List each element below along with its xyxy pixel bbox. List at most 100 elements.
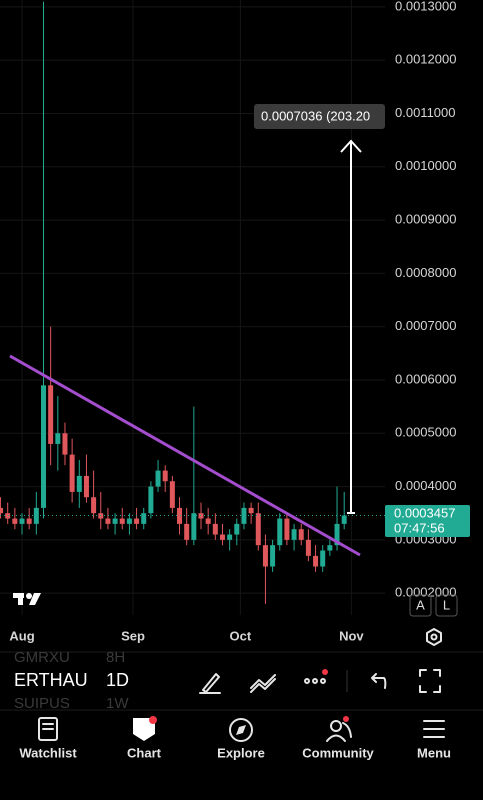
auto-scale-button[interactable] [409,594,432,617]
tv-logo [13,593,41,605]
tab-label[interactable]: Watchlist [19,745,77,760]
candle-body [341,515,347,524]
log-scale-label: L [443,597,450,612]
next-interval: 1W [106,695,129,712]
candle-body [12,518,18,524]
fullscreen[interactable] [419,669,441,693]
y-tick-label: 0.0006000 [395,371,456,386]
candle-body [112,518,118,524]
candle-body [219,534,225,540]
candle-body [198,513,204,519]
trend-line[interactable] [9,354,361,557]
tab-label[interactable]: Explore [217,745,265,760]
draw-tool[interactable] [199,673,221,694]
candle-body [284,518,290,540]
y-tick-label: 0.0009000 [395,212,456,227]
price-box [385,505,470,537]
candle-body [62,433,68,455]
plot-area [0,1,385,604]
candle-body [119,518,125,524]
candle-body [255,513,261,546]
candle-body [191,513,197,540]
trend-tool[interactable] [250,674,276,693]
candle-body [148,486,154,514]
tab-label[interactable]: Chart [127,745,162,760]
candle-body [277,518,283,546]
candle-body [126,518,132,524]
interval[interactable]: 1D [106,670,129,690]
candle-body [262,545,268,567]
more-tool[interactable] [304,669,328,684]
candle-body [134,518,140,524]
tab-label[interactable]: Menu [417,745,451,760]
prev-symbol: GMRXU [14,649,70,666]
candle-body [320,550,326,567]
candle-body [334,523,340,546]
y-tick-label: 0.0012000 [395,52,456,67]
candle-body [162,470,168,482]
auto-scale-label: A [416,597,425,612]
y-axis: 0.00020000.00030000.00040000.00050000.00… [395,0,456,600]
candle-body [169,481,175,508]
y-tick-label: 0.0004000 [395,478,456,493]
candle-body [141,513,147,524]
measure-box [254,104,385,129]
x-axis: Aug Sep Oct Nov [9,628,364,643]
tab-label[interactable]: Community [302,745,374,760]
candle-body [227,534,233,540]
x-tick-label: Sep [121,628,145,643]
candle-body [313,555,319,567]
watchlist-icon[interactable] [38,717,58,741]
last-price: 0.0003457 [394,505,455,520]
settings-icon[interactable] [426,628,442,646]
explore-icon[interactable] [229,718,253,742]
community-icon[interactable] [326,716,352,742]
y-tick-label: 0.0008000 [395,265,456,280]
tab-bar: Watchlist Chart Explore Community Menu [19,745,451,760]
candle-body [177,507,183,524]
y-tick-label: 0.0011000 [395,105,456,120]
x-tick-label: Aug [9,628,34,643]
candle-body [241,507,247,524]
x-tick-label: Oct [230,628,252,643]
prev-interval: 8H [106,649,125,666]
y-tick-label: 0.0005000 [395,425,456,440]
candle-body [234,523,240,535]
candle-body [270,545,276,567]
candle-body [0,507,4,514]
candle-body [40,385,46,508]
candle-body [5,513,11,519]
candle-body [248,507,254,514]
grid [0,0,385,615]
measure-arrow[interactable] [340,139,362,514]
chart-icon[interactable] [133,716,157,741]
y-tick-label: 0.0013000 [395,0,456,13]
candle-body [105,518,111,524]
candle-body [212,523,218,535]
candle-body [291,529,297,540]
candle-body [327,545,333,551]
undo[interactable] [371,673,387,689]
candle-body [205,518,211,524]
candle-body [184,523,190,540]
candle-body [298,529,304,540]
next-symbol: SUIPUS [14,695,70,712]
candle-body [91,497,97,514]
x-tick-label: Nov [339,628,364,643]
candle-body [19,518,25,524]
y-tick-label: 0.0010000 [395,158,456,173]
symbol[interactable]: ERTHAU [14,670,88,690]
candle-body [48,385,54,444]
candle-body [26,518,32,524]
y-tick-label: 0.0007000 [395,318,456,333]
candle-body [69,454,75,492]
candle-body [83,475,89,498]
countdown: 07:47:56 [394,520,445,535]
menu-icon[interactable] [423,720,445,738]
candle-body [305,539,311,556]
log-scale-button[interactable] [435,594,458,617]
measure-label: 0.0007036 (203.20 [261,108,370,123]
candle-body [76,475,82,492]
